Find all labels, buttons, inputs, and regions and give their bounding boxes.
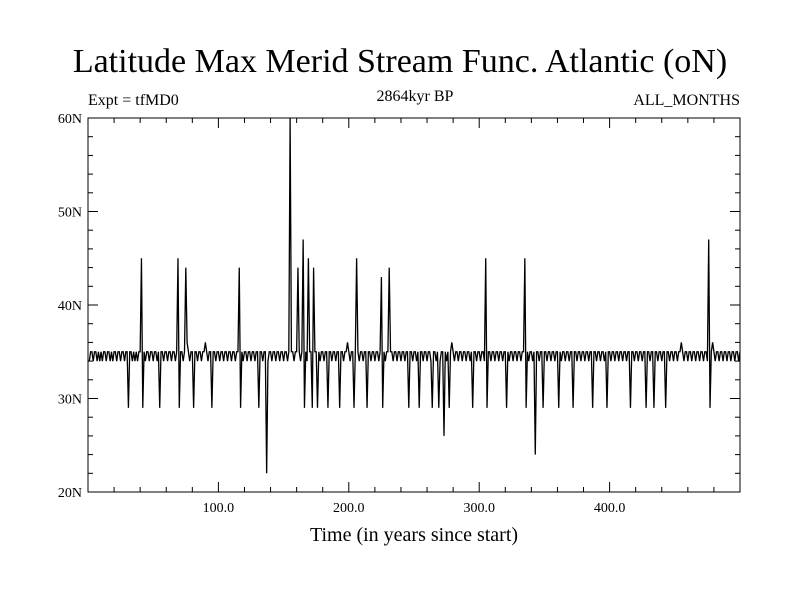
x-tick-label: 400.0 — [594, 501, 626, 516]
y-tick-label: 40N — [58, 299, 82, 314]
y-tick-label: 30N — [58, 393, 82, 408]
x-tick-label: 100.0 — [203, 501, 235, 516]
x-tick-label: 300.0 — [463, 501, 495, 516]
x-tick-label: 200.0 — [333, 501, 365, 516]
chart-title: Latitude Max Merid Stream Func. Atlantic… — [72, 43, 728, 80]
series-layer — [88, 117, 741, 474]
y-tick-label: 20N — [58, 486, 82, 501]
experiment-label: Expt = tfMD0 — [88, 92, 179, 109]
axes: 100.0 200.0 300.0 400.0 20N 30N 40N 50N 60N — [58, 112, 741, 516]
series-line-0 — [88, 117, 741, 474]
x-axis-label: Time (in years since start) — [309, 524, 519, 546]
months-label: ALL_MONTHS — [633, 92, 740, 109]
y-tick-label: 50N — [58, 206, 82, 221]
y-tick-label: 60N — [58, 112, 82, 127]
period-label: 2864kyr BP — [376, 88, 454, 105]
